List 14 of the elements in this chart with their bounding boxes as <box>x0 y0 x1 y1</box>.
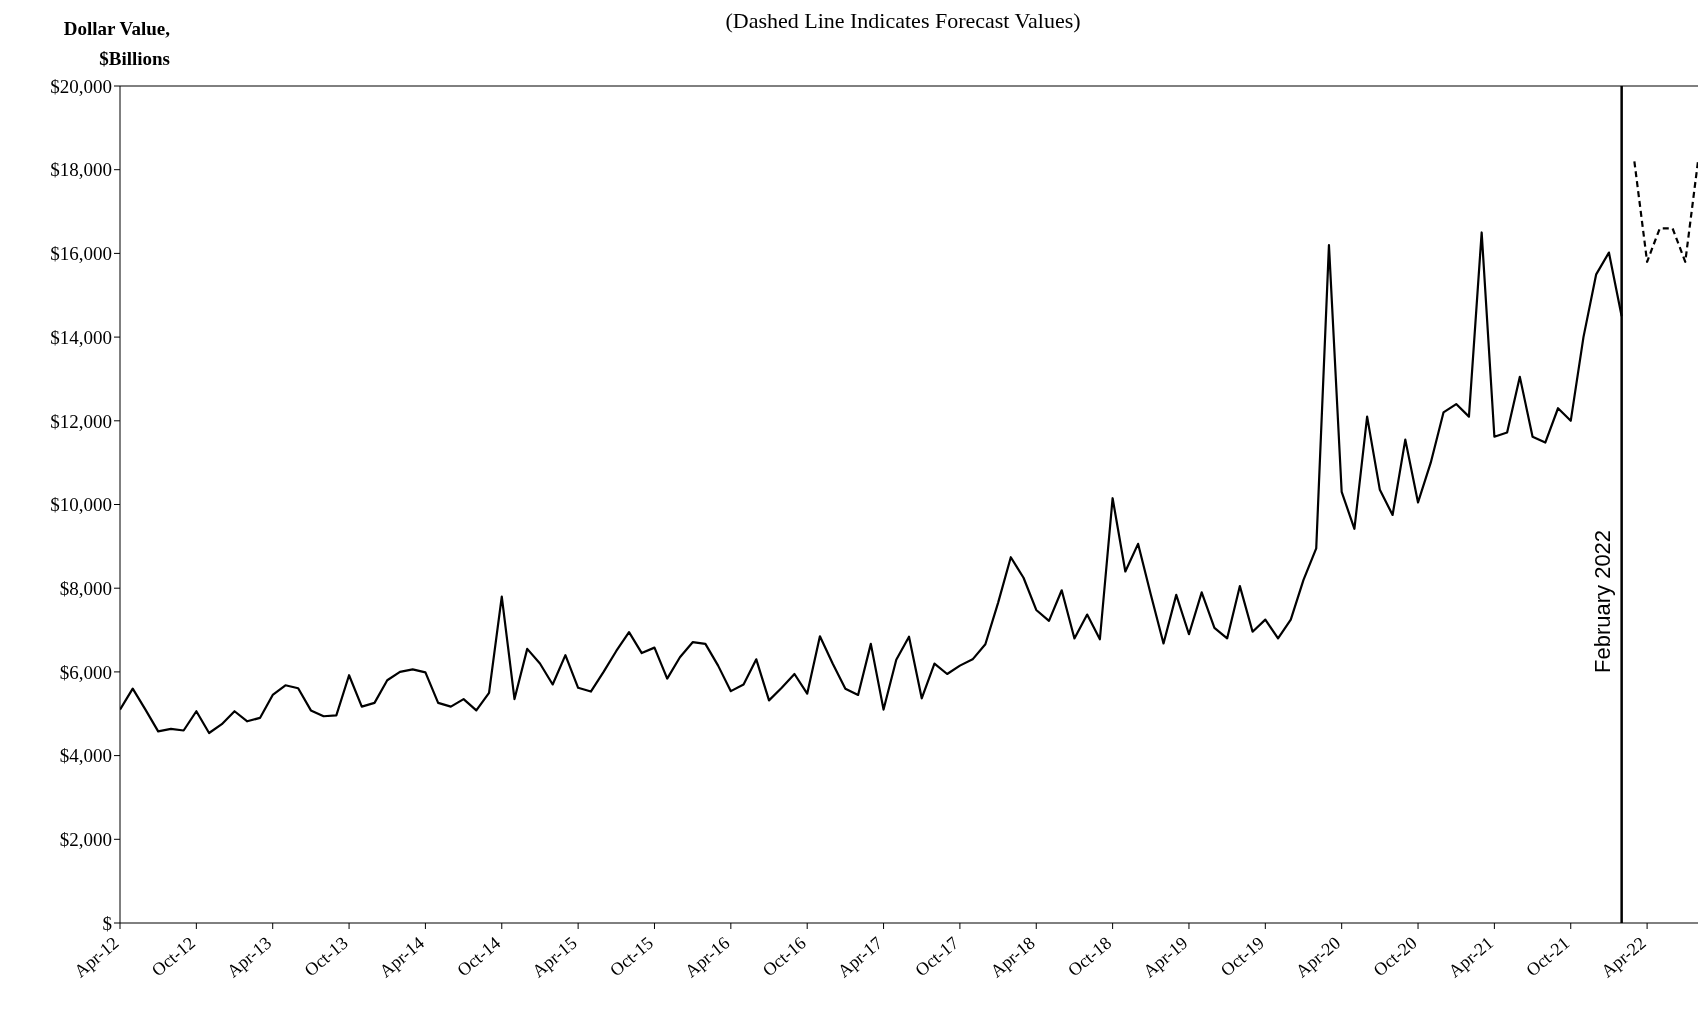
y-tick-label: $16,000 <box>50 243 112 265</box>
y-tick-label: $12,000 <box>50 410 112 432</box>
y-tick-label: $10,000 <box>50 494 112 516</box>
ref-line-label: February 2022 <box>1589 529 1615 673</box>
y-tick-label: $4,000 <box>59 745 112 767</box>
y-tick-label: $8,000 <box>59 577 112 599</box>
y-tick-label: $18,000 <box>50 159 112 181</box>
y-tick-label: $20,000 <box>50 75 112 97</box>
y-tick-label: $ <box>102 912 112 934</box>
y-tick-label: $14,000 <box>50 326 112 348</box>
y-tick-label: $6,000 <box>59 661 112 683</box>
y-axis-title: Dollar Value, $Billions <box>62 17 170 71</box>
chart-title: (Dashed Line Indicates Forecast Values) <box>725 8 1081 33</box>
y-tick-label: $2,000 <box>59 829 112 851</box>
